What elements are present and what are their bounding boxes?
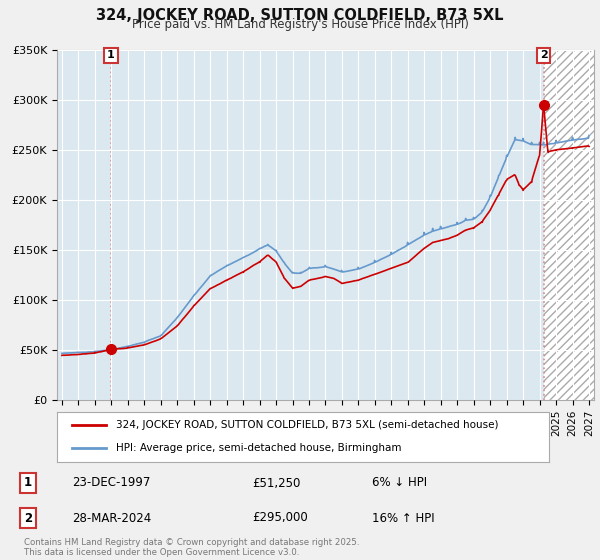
Bar [544, 50, 597, 400]
Text: £295,000: £295,000 [252, 511, 308, 525]
Text: Contains HM Land Registry data © Crown copyright and database right 2025.
This d: Contains HM Land Registry data © Crown c… [24, 538, 359, 557]
Text: 6% ↓ HPI: 6% ↓ HPI [372, 477, 427, 489]
Text: HPI: Average price, semi-detached house, Birmingham: HPI: Average price, semi-detached house,… [116, 444, 401, 454]
Text: 1: 1 [24, 477, 32, 489]
Text: 2: 2 [24, 511, 32, 525]
Text: 324, JOCKEY ROAD, SUTTON COLDFIELD, B73 5XL (semi-detached house): 324, JOCKEY ROAD, SUTTON COLDFIELD, B73 … [116, 420, 499, 430]
Text: 16% ↑ HPI: 16% ↑ HPI [372, 511, 434, 525]
Text: Price paid vs. HM Land Registry's House Price Index (HPI): Price paid vs. HM Land Registry's House … [131, 18, 469, 31]
Text: £51,250: £51,250 [252, 477, 301, 489]
Text: 324, JOCKEY ROAD, SUTTON COLDFIELD, B73 5XL: 324, JOCKEY ROAD, SUTTON COLDFIELD, B73 … [96, 8, 504, 24]
Text: 2: 2 [540, 50, 547, 60]
Text: 1: 1 [107, 50, 115, 60]
Bar [544, 50, 597, 400]
Text: 23-DEC-1997: 23-DEC-1997 [72, 477, 151, 489]
Text: 28-MAR-2024: 28-MAR-2024 [72, 511, 151, 525]
